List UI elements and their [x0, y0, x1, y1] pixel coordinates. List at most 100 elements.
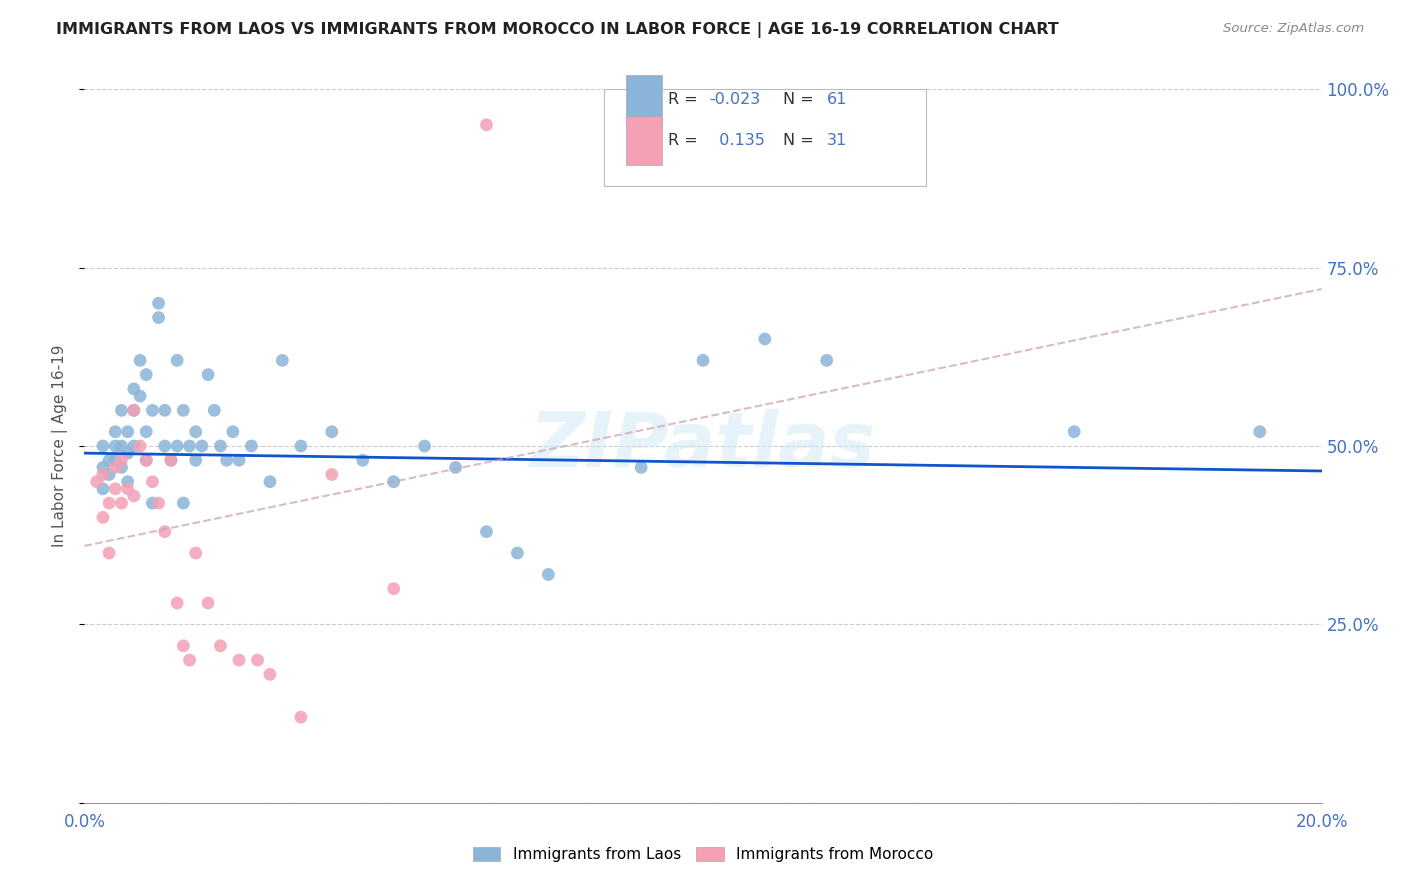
- Point: [135, 425, 157, 439]
- Point: [209, 639, 232, 653]
- Point: [129, 439, 152, 453]
- Point: [110, 403, 132, 417]
- Point: [153, 403, 176, 417]
- Point: [98, 467, 121, 482]
- Point: [197, 596, 219, 610]
- Point: [475, 524, 498, 539]
- Point: [754, 332, 776, 346]
- Point: [141, 403, 163, 417]
- Point: [135, 453, 157, 467]
- Text: 61: 61: [827, 92, 846, 107]
- FancyBboxPatch shape: [626, 116, 662, 165]
- Point: [98, 453, 121, 467]
- Point: [179, 653, 201, 667]
- Point: [91, 439, 114, 453]
- Point: [153, 439, 176, 453]
- Point: [104, 482, 127, 496]
- Text: 31: 31: [827, 133, 846, 148]
- Point: [271, 353, 294, 368]
- Point: [184, 546, 207, 560]
- Point: [259, 475, 281, 489]
- Point: [117, 475, 139, 489]
- Point: [321, 425, 343, 439]
- Text: -0.023: -0.023: [709, 92, 761, 107]
- Point: [148, 496, 170, 510]
- Text: N =: N =: [783, 133, 820, 148]
- Point: [1249, 425, 1271, 439]
- Point: [122, 403, 145, 417]
- Point: [228, 653, 250, 667]
- Point: [104, 425, 127, 439]
- Point: [122, 439, 145, 453]
- Point: [166, 596, 188, 610]
- Point: [117, 446, 139, 460]
- Point: [259, 667, 281, 681]
- Point: [172, 496, 194, 510]
- Legend: Immigrants from Laos, Immigrants from Morocco: Immigrants from Laos, Immigrants from Mo…: [465, 839, 941, 870]
- Point: [91, 467, 114, 482]
- Point: [160, 453, 183, 467]
- Point: [98, 546, 121, 560]
- Point: [382, 582, 405, 596]
- Point: [117, 482, 139, 496]
- Text: Source: ZipAtlas.com: Source: ZipAtlas.com: [1223, 22, 1364, 36]
- Point: [202, 403, 225, 417]
- Point: [122, 382, 145, 396]
- Point: [321, 467, 343, 482]
- Point: [1063, 425, 1085, 439]
- Point: [209, 439, 232, 453]
- Point: [98, 496, 121, 510]
- Point: [104, 453, 127, 467]
- Point: [129, 353, 152, 368]
- Point: [166, 353, 188, 368]
- Point: [110, 496, 132, 510]
- Point: [110, 453, 132, 467]
- Point: [117, 425, 139, 439]
- Point: [413, 439, 436, 453]
- Text: R =: R =: [668, 92, 703, 107]
- Point: [537, 567, 560, 582]
- Point: [141, 475, 163, 489]
- Point: [122, 403, 145, 417]
- Point: [110, 460, 132, 475]
- Point: [166, 439, 188, 453]
- Point: [91, 460, 114, 475]
- Point: [104, 460, 127, 475]
- Point: [382, 475, 405, 489]
- Point: [184, 453, 207, 467]
- Point: [148, 310, 170, 325]
- Point: [104, 439, 127, 453]
- Point: [179, 439, 201, 453]
- Point: [135, 453, 157, 467]
- Point: [91, 482, 114, 496]
- Point: [122, 489, 145, 503]
- Point: [141, 496, 163, 510]
- Point: [215, 453, 238, 467]
- Text: IMMIGRANTS FROM LAOS VS IMMIGRANTS FROM MOROCCO IN LABOR FORCE | AGE 16-19 CORRE: IMMIGRANTS FROM LAOS VS IMMIGRANTS FROM …: [56, 22, 1059, 38]
- Point: [246, 653, 269, 667]
- Point: [290, 439, 312, 453]
- Point: [228, 453, 250, 467]
- Point: [630, 460, 652, 475]
- Point: [184, 425, 207, 439]
- Point: [475, 118, 498, 132]
- Point: [222, 425, 245, 439]
- Text: ZIPatlas: ZIPatlas: [530, 409, 876, 483]
- Text: R =: R =: [668, 133, 703, 148]
- Point: [110, 439, 132, 453]
- Point: [129, 389, 152, 403]
- Point: [153, 524, 176, 539]
- Point: [91, 510, 114, 524]
- Point: [197, 368, 219, 382]
- Point: [290, 710, 312, 724]
- Y-axis label: In Labor Force | Age 16-19: In Labor Force | Age 16-19: [52, 344, 69, 548]
- Text: N =: N =: [783, 92, 820, 107]
- FancyBboxPatch shape: [605, 89, 925, 186]
- Point: [191, 439, 214, 453]
- Point: [148, 296, 170, 310]
- Text: 0.135: 0.135: [709, 133, 765, 148]
- Point: [86, 475, 108, 489]
- Point: [135, 368, 157, 382]
- Point: [692, 353, 714, 368]
- Point: [240, 439, 263, 453]
